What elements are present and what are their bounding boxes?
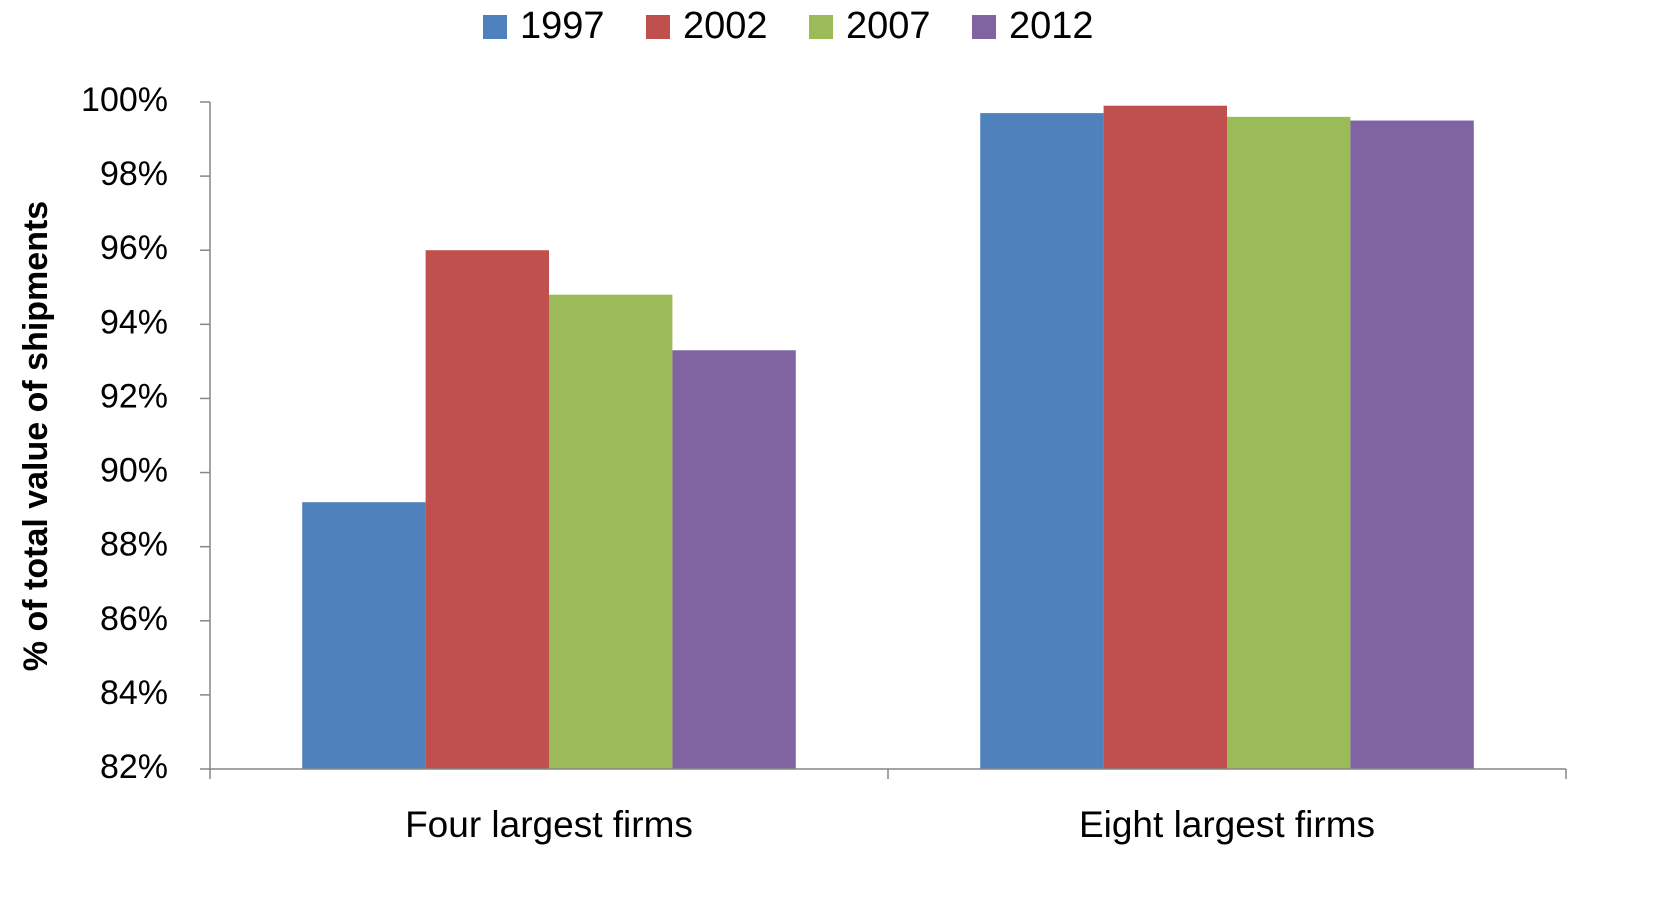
- y-tick-label: 100%: [81, 81, 168, 119]
- legend-label: 2007: [846, 5, 931, 47]
- bar: [549, 294, 673, 769]
- y-tick-label: 94%: [100, 303, 168, 341]
- legend-swatch: [972, 15, 996, 39]
- y-tick-label: 82%: [100, 748, 168, 786]
- y-tick-label: 88%: [100, 526, 168, 564]
- bar: [302, 502, 426, 769]
- y-tick-label: 96%: [100, 229, 168, 267]
- bar: [1103, 105, 1227, 769]
- legend-swatch: [483, 15, 507, 39]
- y-tick-label: 92%: [100, 377, 168, 415]
- y-tick-label: 98%: [100, 155, 168, 193]
- y-axis-title: % of total value of shipments: [17, 201, 55, 671]
- y-tick-label: 90%: [100, 452, 168, 490]
- bar: [980, 113, 1104, 769]
- legend-swatch: [646, 15, 670, 39]
- legend-label: 1997: [520, 5, 605, 47]
- bar: [672, 350, 796, 769]
- legend-label: 2012: [1009, 5, 1094, 47]
- y-tick-label: 84%: [100, 674, 168, 712]
- x-tick-label: Eight largest firms: [1079, 804, 1375, 845]
- bar: [1350, 120, 1474, 770]
- y-tick-label: 86%: [100, 600, 168, 638]
- x-tick-label: Four largest firms: [405, 804, 693, 845]
- bar: [1227, 116, 1351, 770]
- legend-label: 2002: [683, 5, 768, 47]
- legend-swatch: [809, 15, 833, 39]
- bar: [425, 250, 549, 769]
